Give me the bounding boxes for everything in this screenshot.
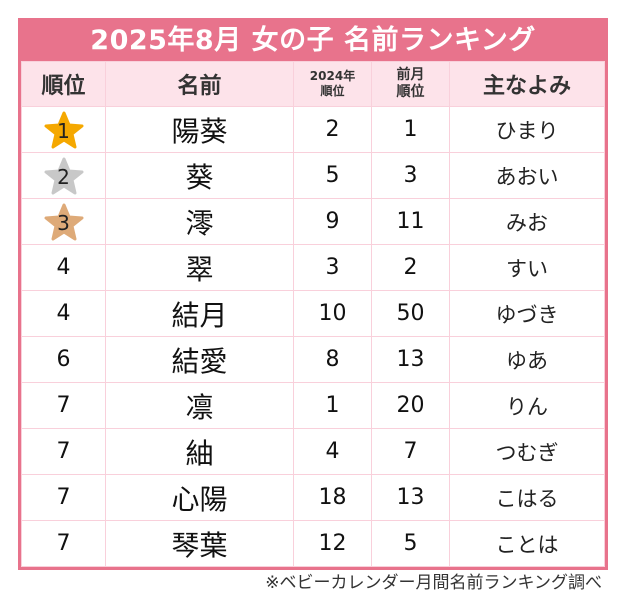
ranking-table: 順位 名前 2024年 順位 前月 順位 主なよみ 1 陽葵 2 1 ひまり 2… bbox=[21, 61, 605, 567]
rank-2024-cell: 5 bbox=[293, 152, 372, 199]
header-rank-2024-line2: 順位 bbox=[320, 84, 345, 98]
header-reading: 主なよみ bbox=[449, 61, 605, 107]
rank-cell: 4 bbox=[21, 290, 106, 337]
name-cell: 結月 bbox=[105, 290, 294, 337]
table-row: 7 琴葉 12 5 ことは bbox=[21, 520, 605, 567]
prev-month-cell: 13 bbox=[371, 474, 450, 521]
name-cell: 翠 bbox=[105, 244, 294, 291]
source-note: ※ベビーカレンダー月間名前ランキング調べ bbox=[265, 573, 602, 593]
header-prev-month: 前月 順位 bbox=[371, 61, 450, 107]
ranking-table-frame: 2025年8月 女の子 名前ランキング 順位 名前 2024年 順位 前月 順位… bbox=[18, 18, 608, 570]
rank-2024-cell: 4 bbox=[293, 428, 372, 475]
rank-2024-cell: 3 bbox=[293, 244, 372, 291]
prev-month-cell: 7 bbox=[371, 428, 450, 475]
name-cell: 琴葉 bbox=[105, 520, 294, 567]
reading-cell: あおい bbox=[449, 152, 605, 199]
rank-cell: 1 bbox=[21, 106, 106, 153]
table-row: 6 結愛 8 13 ゆあ bbox=[21, 336, 605, 383]
rank-2024-cell: 18 bbox=[293, 474, 372, 521]
prev-month-cell: 3 bbox=[371, 152, 450, 199]
rank-cell: 3 bbox=[21, 198, 106, 245]
table-row: 4 結月 10 50 ゆづき bbox=[21, 290, 605, 337]
prev-month-cell: 1 bbox=[371, 106, 450, 153]
rank-2024-cell: 8 bbox=[293, 336, 372, 383]
header-prev-month-line1: 前月 bbox=[396, 67, 425, 83]
table-row: 1 陽葵 2 1 ひまり bbox=[21, 106, 605, 153]
reading-cell: みお bbox=[449, 198, 605, 245]
rank-cell: 7 bbox=[21, 474, 106, 521]
rank-2024-cell: 1 bbox=[293, 382, 372, 429]
table-row: 2 葵 5 3 あおい bbox=[21, 152, 605, 199]
table-row: 7 紬 4 7 つむぎ bbox=[21, 428, 605, 475]
table-row: 7 凛 1 20 りん bbox=[21, 382, 605, 429]
table-row: 4 翠 3 2 すい bbox=[21, 244, 605, 291]
header-row: 順位 名前 2024年 順位 前月 順位 主なよみ bbox=[21, 61, 605, 107]
name-cell: 凛 bbox=[105, 382, 294, 429]
reading-cell: ひまり bbox=[449, 106, 605, 153]
header-prev-month-line2: 順位 bbox=[396, 84, 425, 100]
name-cell: 結愛 bbox=[105, 336, 294, 383]
prev-month-cell: 5 bbox=[371, 520, 450, 567]
name-cell: 紬 bbox=[105, 428, 294, 475]
reading-cell: こはる bbox=[449, 474, 605, 521]
ranking-title: 2025年8月 女の子 名前ランキング bbox=[21, 21, 605, 61]
rank-number: 3 bbox=[57, 210, 70, 235]
reading-cell: すい bbox=[449, 244, 605, 291]
reading-cell: ゆづき bbox=[449, 290, 605, 337]
table-row: 3 澪 9 11 みお bbox=[21, 198, 605, 245]
name-cell: 心陽 bbox=[105, 474, 294, 521]
reading-cell: ことは bbox=[449, 520, 605, 567]
name-cell: 陽葵 bbox=[105, 106, 294, 153]
rank-2024-cell: 9 bbox=[293, 198, 372, 245]
rank-2024-cell: 12 bbox=[293, 520, 372, 567]
prev-month-cell: 11 bbox=[371, 198, 450, 245]
rank-cell: 7 bbox=[21, 428, 106, 475]
prev-month-cell: 2 bbox=[371, 244, 450, 291]
prev-month-cell: 20 bbox=[371, 382, 450, 429]
silver-star-icon: 2 bbox=[44, 157, 84, 195]
reading-cell: つむぎ bbox=[449, 428, 605, 475]
reading-cell: ゆあ bbox=[449, 336, 605, 383]
rank-number: 1 bbox=[57, 118, 70, 143]
rank-cell: 2 bbox=[21, 152, 106, 199]
rank-cell: 4 bbox=[21, 244, 106, 291]
header-name: 名前 bbox=[105, 61, 294, 107]
prev-month-cell: 50 bbox=[371, 290, 450, 337]
header-rank-2024: 2024年 順位 bbox=[293, 61, 372, 107]
name-cell: 澪 bbox=[105, 198, 294, 245]
rank-2024-cell: 10 bbox=[293, 290, 372, 337]
header-rank-2024-line1: 2024年 bbox=[309, 69, 356, 83]
prev-month-cell: 13 bbox=[371, 336, 450, 383]
reading-cell: りん bbox=[449, 382, 605, 429]
rank-2024-cell: 2 bbox=[293, 106, 372, 153]
bronze-star-icon: 3 bbox=[44, 203, 84, 241]
table-row: 7 心陽 18 13 こはる bbox=[21, 474, 605, 521]
name-cell: 葵 bbox=[105, 152, 294, 199]
rank-cell: 7 bbox=[21, 520, 106, 567]
rank-cell: 7 bbox=[21, 382, 106, 429]
rank-cell: 6 bbox=[21, 336, 106, 383]
gold-star-icon: 1 bbox=[44, 111, 84, 149]
header-rank: 順位 bbox=[21, 61, 106, 107]
rank-number: 2 bbox=[57, 164, 70, 189]
